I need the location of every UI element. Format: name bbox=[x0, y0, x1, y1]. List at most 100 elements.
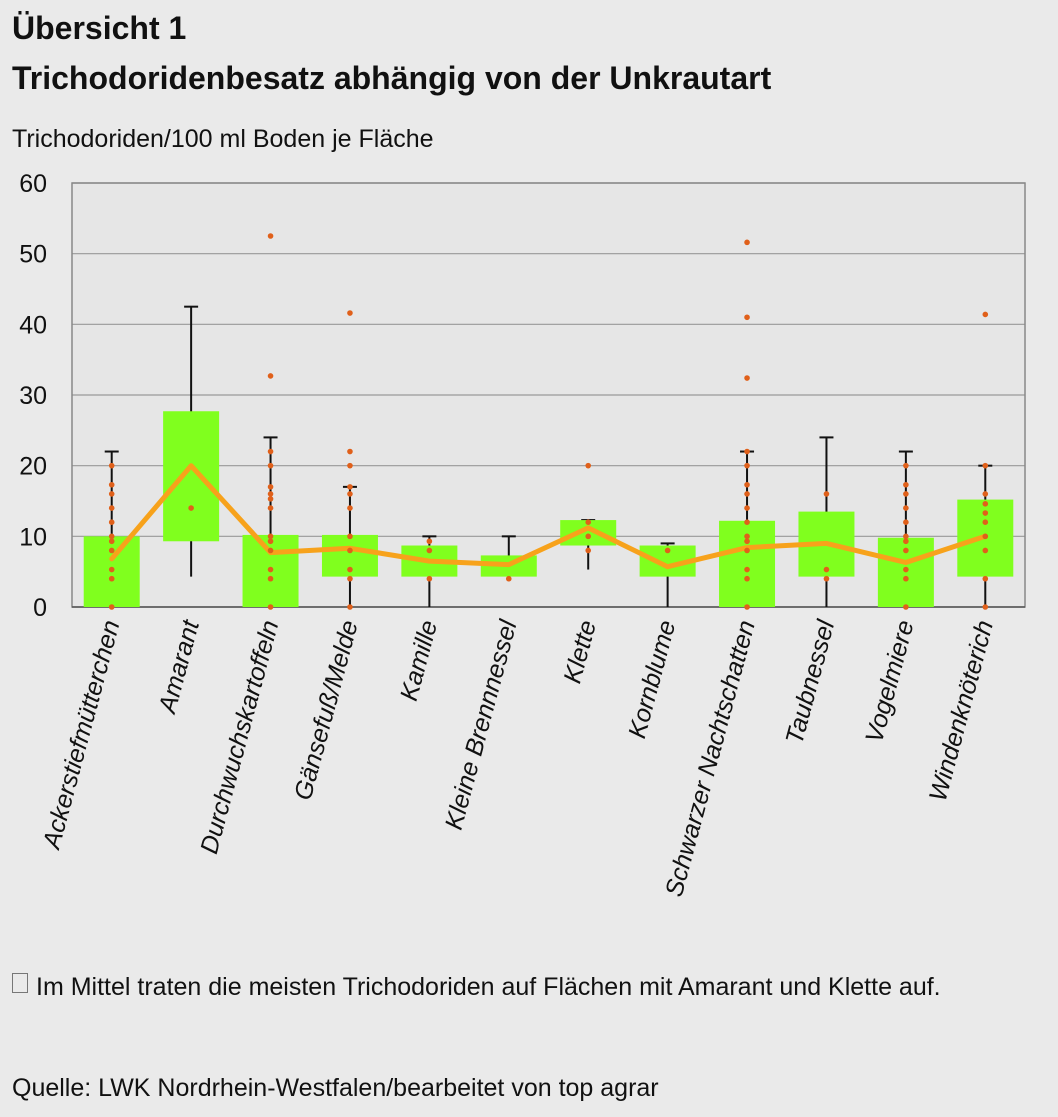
data-point bbox=[108, 462, 115, 469]
data-point bbox=[585, 519, 592, 525]
data-point bbox=[347, 491, 353, 497]
data-point bbox=[347, 533, 353, 540]
y-tick-layer: 0 10 20 30 40 50 60 bbox=[19, 170, 47, 622]
data-point bbox=[744, 533, 750, 540]
y-tick-label: 0 bbox=[33, 594, 47, 622]
data-point bbox=[108, 604, 115, 610]
data-point bbox=[267, 233, 274, 239]
data-point bbox=[347, 505, 353, 511]
x-category-label: Amarant bbox=[153, 616, 205, 717]
y-tick-label: 30 bbox=[19, 382, 47, 410]
data-point bbox=[744, 604, 750, 610]
chart-note-text: Im Mittel traten die meisten Trichodorid… bbox=[36, 973, 941, 1001]
data-point bbox=[744, 239, 750, 246]
data-point bbox=[108, 547, 115, 554]
y-tick-label: 20 bbox=[19, 453, 47, 481]
point-layer bbox=[108, 233, 989, 610]
data-point bbox=[347, 547, 353, 554]
data-point bbox=[267, 538, 274, 545]
data-point bbox=[267, 373, 274, 379]
data-point bbox=[585, 462, 592, 469]
data-point bbox=[903, 533, 909, 540]
data-point bbox=[585, 533, 592, 540]
data-point bbox=[267, 484, 274, 490]
data-point bbox=[903, 575, 909, 582]
data-point bbox=[585, 547, 592, 554]
note-bullet-icon bbox=[12, 973, 28, 993]
title-line-2: Trichodoridenbesatz abhängig von der Unk… bbox=[12, 60, 772, 96]
data-point bbox=[267, 547, 274, 554]
data-point bbox=[744, 491, 750, 497]
x-category-label: Gänsefuß/Melde bbox=[289, 617, 364, 803]
data-point bbox=[426, 547, 433, 554]
data-point bbox=[347, 462, 353, 469]
data-point bbox=[108, 505, 115, 511]
data-point bbox=[982, 491, 989, 497]
data-point bbox=[347, 484, 353, 490]
mean-line bbox=[109, 463, 988, 570]
data-point bbox=[744, 481, 750, 488]
data-point bbox=[982, 501, 989, 507]
data-point bbox=[426, 538, 433, 545]
data-point bbox=[108, 566, 115, 573]
data-point bbox=[744, 519, 750, 525]
data-point bbox=[426, 575, 433, 582]
x-category-label: Windenknöterich bbox=[924, 617, 999, 804]
data-point bbox=[744, 547, 750, 554]
y-axis-title: Trichodoriden/100 ml Boden je Fläche bbox=[12, 125, 434, 153]
box bbox=[163, 411, 220, 542]
data-point bbox=[903, 462, 909, 469]
x-category-label: Klette bbox=[558, 617, 602, 686]
x-category-label: Taubnessel bbox=[780, 616, 840, 747]
data-point bbox=[982, 533, 989, 540]
x-label-layer: Ackerstiefmütterchen AmarantDurchwuchskar… bbox=[37, 616, 999, 900]
data-point bbox=[108, 491, 115, 497]
data-point bbox=[267, 462, 274, 469]
data-point bbox=[903, 547, 909, 554]
data-point bbox=[505, 575, 512, 582]
data-point bbox=[823, 575, 830, 582]
data-point bbox=[267, 566, 274, 573]
y-tick-label: 50 bbox=[19, 241, 47, 269]
x-category-label: Vogelmiere bbox=[860, 617, 920, 746]
data-point bbox=[664, 547, 671, 554]
x-category-label: Kornblume bbox=[623, 617, 681, 741]
data-point bbox=[823, 566, 830, 573]
data-point bbox=[903, 491, 909, 497]
data-point bbox=[744, 538, 750, 545]
data-point bbox=[744, 314, 750, 321]
data-point bbox=[903, 481, 909, 488]
data-point bbox=[744, 505, 750, 511]
data-point bbox=[267, 505, 274, 511]
data-point bbox=[982, 311, 989, 318]
boxplot-chart: 0 10 20 30 40 50 60 Ackerstiefmütterchen Amaran… bbox=[19, 170, 1026, 900]
data-point bbox=[903, 566, 909, 573]
x-category-label: Durchwuchskartoffeln bbox=[195, 617, 284, 856]
data-point bbox=[108, 481, 115, 488]
data-point bbox=[267, 533, 274, 540]
data-point bbox=[267, 491, 274, 497]
data-point bbox=[903, 505, 909, 511]
data-point bbox=[982, 462, 989, 469]
data-point bbox=[347, 575, 353, 582]
title-line-1: Übersicht 1 bbox=[12, 10, 187, 46]
data-point bbox=[267, 575, 274, 582]
data-point bbox=[744, 462, 750, 469]
box-group bbox=[163, 305, 220, 577]
data-point bbox=[982, 547, 989, 554]
data-point bbox=[267, 604, 274, 610]
x-category-label: Kleine Brennnessel bbox=[440, 616, 523, 833]
x-category-label: Schwarzer Nachtschatten bbox=[660, 617, 761, 899]
chart-note: Im Mittel traten die meisten Trichodorid… bbox=[12, 966, 1012, 1008]
data-point bbox=[267, 496, 274, 502]
data-point bbox=[347, 604, 353, 610]
data-point bbox=[744, 375, 750, 381]
mean-layer bbox=[109, 463, 988, 570]
data-point bbox=[903, 538, 909, 545]
data-point bbox=[744, 575, 750, 582]
data-point bbox=[347, 566, 353, 573]
data-point bbox=[267, 448, 274, 455]
data-point bbox=[823, 491, 830, 497]
data-point bbox=[108, 575, 115, 582]
data-point bbox=[982, 604, 989, 610]
